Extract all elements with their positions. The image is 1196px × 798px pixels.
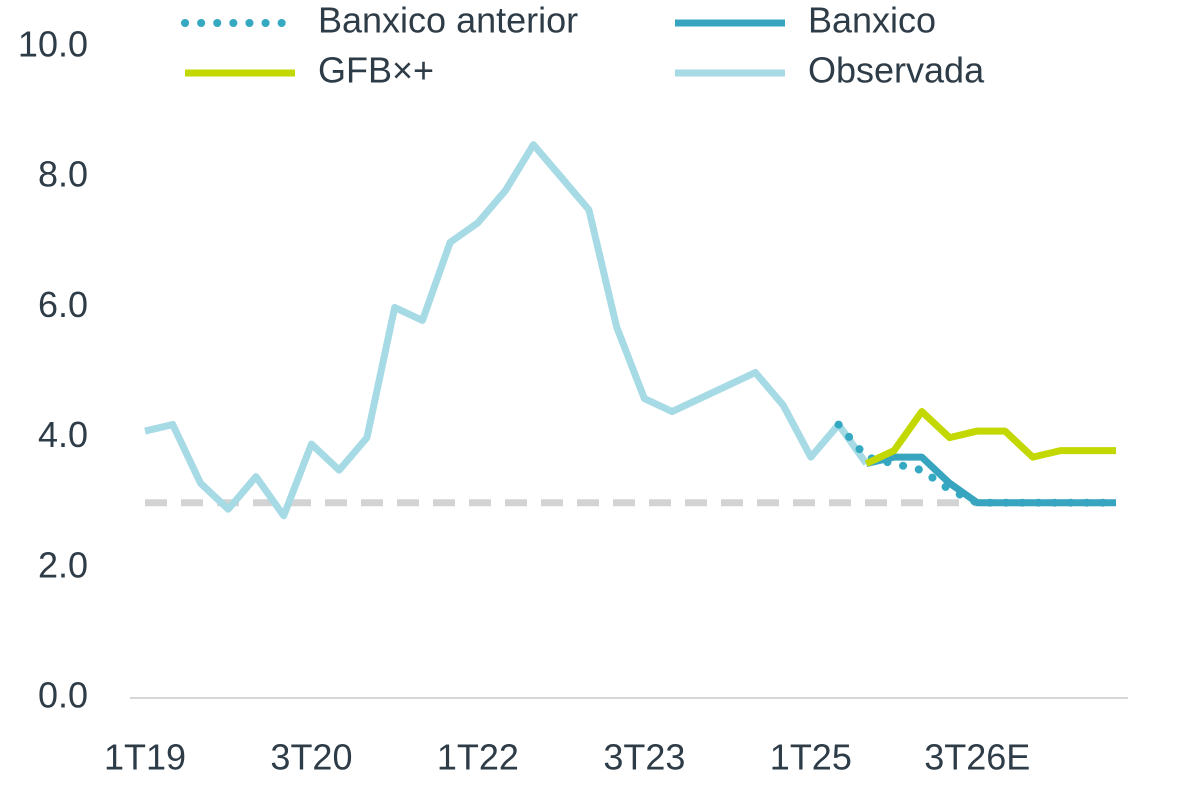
x-tick-label: 3T23 (603, 737, 685, 778)
legend-label: Banxico (808, 0, 936, 41)
y-tick-label: 10.0 (18, 24, 88, 65)
legend-label: GFB×+ (318, 50, 434, 91)
series-line (144, 141, 870, 520)
y-tick-label: 2.0 (38, 544, 88, 585)
y-tick-label: 4.0 (38, 414, 88, 455)
y-tick-label: 0.0 (38, 675, 88, 716)
x-tick-label: 1T22 (437, 737, 519, 778)
x-tick-label: 3T20 (270, 737, 352, 778)
series-line (864, 408, 1116, 467)
legend-label: Banxico anterior (318, 0, 578, 41)
series-line (865, 453, 1116, 507)
x-tick-label: 1T19 (104, 737, 186, 778)
x-tick-label: 3T26E (924, 737, 1030, 778)
y-tick-label: 6.0 (38, 284, 88, 325)
x-tick-label: 1T25 (770, 737, 852, 778)
legend-label: Observada (808, 50, 985, 91)
y-tick-label: 8.0 (38, 154, 88, 195)
